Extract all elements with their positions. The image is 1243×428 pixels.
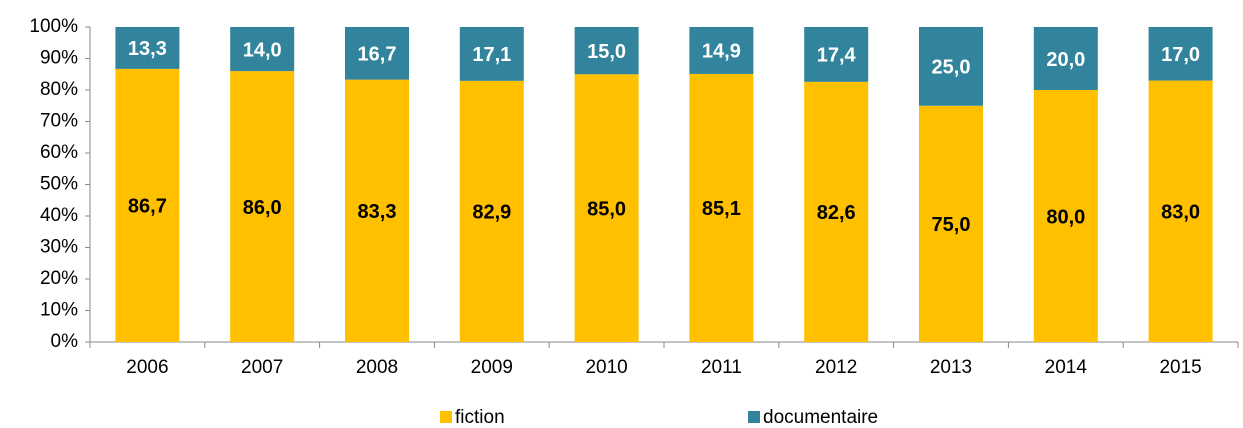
y-tick-label: 50%: [40, 174, 78, 195]
bar-segment: [230, 71, 295, 342]
value-label: 82,6: [817, 202, 856, 224]
legend-label: fiction: [455, 407, 505, 428]
legend-swatch: [748, 411, 760, 423]
bar-segment: [574, 74, 639, 342]
x-tick-label: 2011: [701, 357, 742, 378]
value-label: 17,0: [1161, 44, 1200, 66]
value-label: 80,0: [1046, 206, 1085, 228]
value-label: 14,0: [243, 39, 282, 61]
bar-segment: [115, 27, 180, 69]
bar-segment: [1033, 90, 1098, 342]
bar-segment: [459, 80, 524, 343]
bar-segment: [1148, 80, 1213, 343]
bar-segment: [919, 105, 983, 342]
value-label: 13,3: [128, 38, 167, 60]
y-tick-label: 20%: [40, 268, 78, 289]
bar-segment: [345, 27, 409, 80]
value-label: 17,4: [817, 45, 857, 67]
bar-segment: [459, 27, 524, 81]
bar-segment: [574, 27, 639, 75]
value-label: 85,0: [587, 198, 626, 220]
x-tick-label: 2007: [241, 357, 283, 378]
value-label: 82,9: [472, 202, 511, 224]
y-tick-label: 40%: [40, 205, 78, 226]
value-label: 14,9: [702, 41, 741, 63]
bar-segment: [1148, 27, 1213, 81]
value-label: 86,7: [128, 196, 167, 218]
y-tick-label: 0%: [51, 331, 79, 352]
y-tick-label: 70%: [40, 111, 78, 132]
x-tick-label: 2013: [930, 357, 972, 378]
y-tick-label: 80%: [40, 79, 78, 100]
value-label: 86,0: [243, 197, 282, 219]
x-tick-label: 2012: [815, 357, 857, 378]
value-label: 20,0: [1046, 49, 1085, 71]
bar-segment: [230, 27, 295, 72]
bar-segment: [689, 73, 754, 342]
value-label: 17,1: [472, 44, 511, 66]
value-label: 25,0: [932, 57, 971, 79]
bar-segment: [115, 68, 180, 343]
y-tick-label: 100%: [29, 16, 78, 37]
x-tick-label: 2006: [126, 357, 168, 378]
x-tick-label: 2010: [585, 357, 627, 378]
y-tick-label: 10%: [40, 300, 78, 321]
x-tick-label: 2009: [471, 357, 513, 378]
x-tick-label: 2014: [1045, 357, 1088, 378]
value-label: 75,0: [932, 214, 971, 236]
legend-label: documentaire: [763, 407, 878, 428]
bar-segment: [1033, 27, 1098, 90]
y-tick-label: 60%: [40, 142, 78, 163]
bar-segment: [919, 27, 983, 106]
bar-segment: [804, 81, 869, 342]
y-tick-label: 90%: [40, 48, 78, 69]
y-tick-label: 30%: [40, 237, 78, 258]
value-label: 83,3: [358, 201, 397, 223]
x-tick-label: 2015: [1159, 357, 1201, 378]
value-label: 15,0: [587, 41, 626, 63]
value-label: 85,1: [702, 198, 741, 220]
bar-segment: [345, 79, 409, 342]
legend-swatch: [440, 411, 452, 423]
bar-segment: [689, 27, 754, 74]
bar-segment: [804, 27, 869, 82]
value-label: 16,7: [358, 44, 397, 66]
value-label: 83,0: [1161, 202, 1200, 224]
x-tick-label: 2008: [356, 357, 398, 378]
